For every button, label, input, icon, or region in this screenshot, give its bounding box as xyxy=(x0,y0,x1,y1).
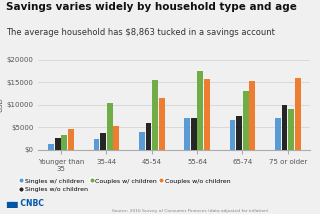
Bar xyxy=(146,123,151,150)
Bar xyxy=(191,118,197,150)
Text: ▆▆ CNBC: ▆▆ CNBC xyxy=(6,199,44,208)
Bar xyxy=(243,91,249,150)
Bar xyxy=(113,126,119,150)
Bar xyxy=(93,139,100,150)
Bar xyxy=(68,129,74,150)
Y-axis label: USD: USD xyxy=(0,98,4,112)
Bar xyxy=(159,98,164,150)
Bar xyxy=(282,105,287,150)
Bar xyxy=(61,135,67,150)
Legend: Singles w/ children, Singles w/o children, Couples w/ children, Couples w/o chil: Singles w/ children, Singles w/o childre… xyxy=(20,178,230,192)
Bar xyxy=(249,82,255,150)
Bar xyxy=(204,79,210,150)
Bar xyxy=(55,138,61,150)
Bar xyxy=(184,118,190,150)
Text: Savings varies widely by household type and age: Savings varies widely by household type … xyxy=(6,2,297,12)
Bar xyxy=(236,116,242,150)
Bar xyxy=(100,133,106,150)
Bar xyxy=(275,118,281,150)
Bar xyxy=(48,144,54,150)
Bar xyxy=(197,71,203,150)
Text: Source: 2016 Survey of Consumer Finances (data adjusted for inflation): Source: 2016 Survey of Consumer Finances… xyxy=(112,209,268,213)
Text: The average household has $8,863 tucked in a savings account: The average household has $8,863 tucked … xyxy=(6,28,275,37)
Bar xyxy=(295,78,300,150)
Bar xyxy=(229,120,236,150)
Bar xyxy=(139,132,145,150)
Bar xyxy=(152,80,158,150)
Bar xyxy=(107,103,113,150)
Bar xyxy=(288,109,294,150)
